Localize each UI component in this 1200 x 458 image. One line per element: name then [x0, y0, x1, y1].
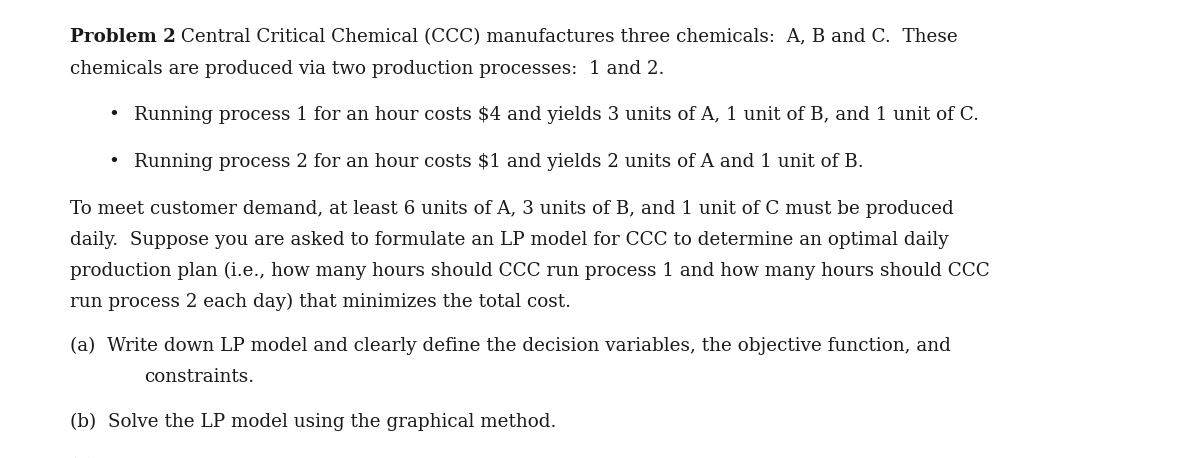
Text: Running process 1 for an hour costs $4 and yields 3 units of A, 1 unit of B, and: Running process 1 for an hour costs $4 a… — [134, 106, 979, 124]
Text: Running process 2 for an hour costs $1 and yields 2 units of A and 1 unit of B.: Running process 2 for an hour costs $1 a… — [134, 153, 864, 171]
Text: •: • — [108, 153, 119, 171]
Text: daily.  Suppose you are asked to formulate an LP model for CCC to determine an o: daily. Suppose you are asked to formulat… — [70, 231, 948, 249]
Text: constraints.: constraints. — [144, 368, 254, 386]
Text: (b)  Solve the LP model using the graphical method.: (b) Solve the LP model using the graphic… — [70, 413, 556, 431]
Text: (a)  Write down LP model and clearly define the decision variables, the objectiv: (a) Write down LP model and clearly defi… — [70, 337, 950, 355]
Text: run process 2 each day) that minimizes the total cost.: run process 2 each day) that minimizes t… — [70, 293, 571, 311]
Text: To meet customer demand, at least 6 units of A, 3 units of B, and 1 unit of C mu: To meet customer demand, at least 6 unit… — [70, 200, 953, 218]
Text: chemicals are produced via two production processes:  1 and 2.: chemicals are produced via two productio… — [70, 60, 664, 77]
Text: •: • — [108, 106, 119, 124]
Text: Central Critical Chemical (CCC) manufactures three chemicals:  A, B and C.  Thes: Central Critical Chemical (CCC) manufact… — [175, 28, 958, 46]
Text: Problem 2: Problem 2 — [70, 28, 175, 46]
Text: production plan (i.e., how many hours should CCC run process 1 and how many hour: production plan (i.e., how many hours sh… — [70, 262, 989, 280]
